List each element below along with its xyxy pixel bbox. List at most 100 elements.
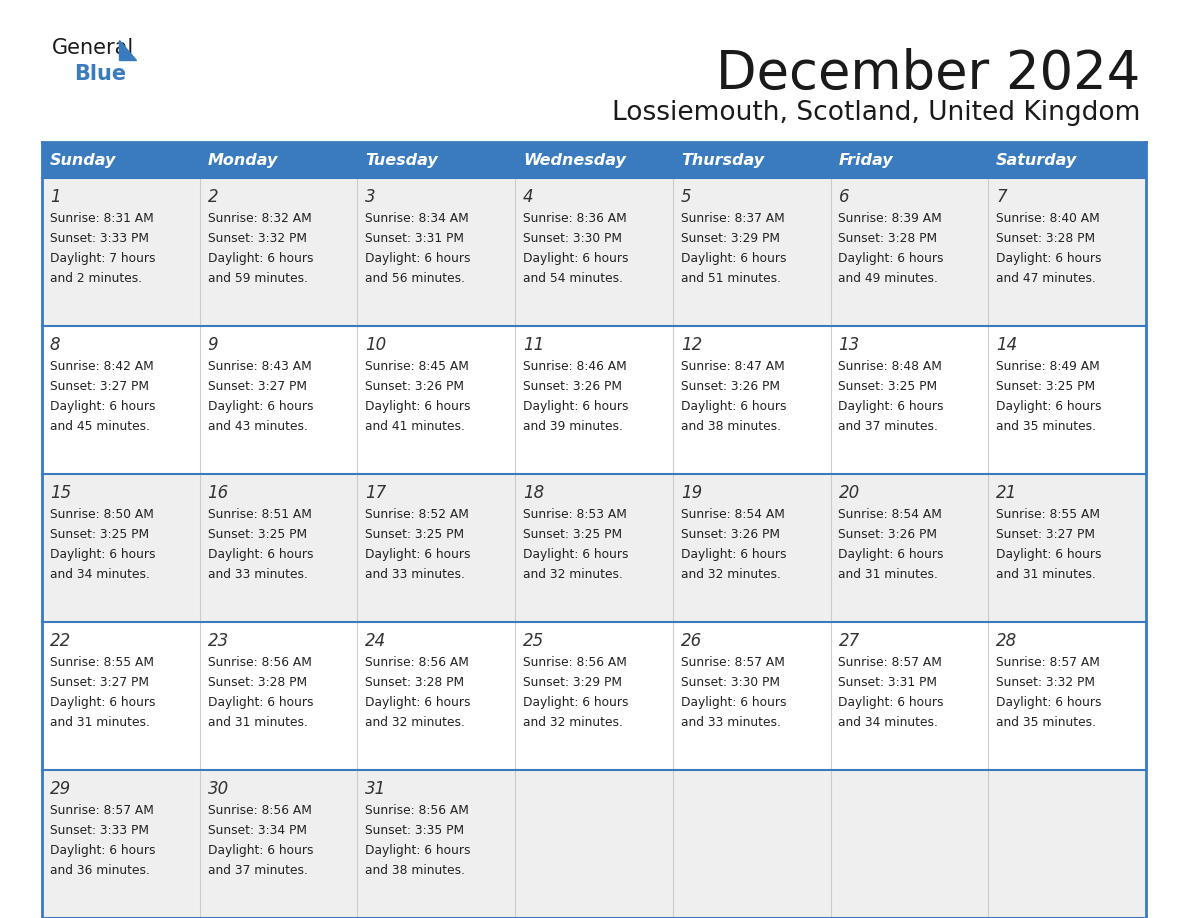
Bar [988, 770, 1146, 918]
Text: and 45 minutes.: and 45 minutes. [50, 420, 150, 433]
Text: Daylight: 6 hours: Daylight: 6 hours [366, 696, 470, 709]
Text: General: General [52, 38, 134, 58]
Text: 4: 4 [523, 188, 533, 206]
Text: Sunset: 3:26 PM: Sunset: 3:26 PM [681, 528, 779, 541]
Bar [988, 326, 1146, 474]
Bar [200, 142, 358, 178]
Text: Sunrise: 8:56 AM: Sunrise: 8:56 AM [523, 656, 627, 669]
Bar [200, 326, 358, 474]
Text: Daylight: 6 hours: Daylight: 6 hours [523, 400, 628, 413]
Bar [830, 142, 988, 178]
Bar [42, 142, 200, 178]
Text: 15: 15 [50, 484, 71, 502]
Text: Daylight: 6 hours: Daylight: 6 hours [50, 400, 156, 413]
Text: Daylight: 6 hours: Daylight: 6 hours [523, 548, 628, 561]
Bar [358, 142, 516, 178]
Text: 17: 17 [366, 484, 386, 502]
Text: and 33 minutes.: and 33 minutes. [366, 568, 466, 581]
Text: Daylight: 6 hours: Daylight: 6 hours [50, 696, 156, 709]
Text: 29: 29 [50, 780, 71, 798]
Text: Wednesday: Wednesday [523, 152, 626, 167]
Bar [200, 770, 358, 918]
Text: Monday: Monday [208, 152, 278, 167]
Text: December 2024: December 2024 [715, 48, 1140, 100]
Text: Thursday: Thursday [681, 152, 764, 167]
Bar [672, 326, 830, 474]
Bar [830, 622, 988, 770]
Bar [358, 326, 516, 474]
Text: Daylight: 6 hours: Daylight: 6 hours [208, 400, 314, 413]
Text: Sunset: 3:29 PM: Sunset: 3:29 PM [523, 676, 623, 689]
Text: Daylight: 6 hours: Daylight: 6 hours [997, 696, 1101, 709]
Text: and 32 minutes.: and 32 minutes. [681, 568, 781, 581]
Text: Daylight: 6 hours: Daylight: 6 hours [523, 252, 628, 265]
Text: 13: 13 [839, 336, 860, 354]
Text: 22: 22 [50, 632, 71, 650]
Text: 1: 1 [50, 188, 61, 206]
Text: Sunset: 3:32 PM: Sunset: 3:32 PM [997, 676, 1095, 689]
Bar [42, 326, 200, 474]
Text: Sunset: 3:26 PM: Sunset: 3:26 PM [366, 380, 465, 393]
Text: Daylight: 6 hours: Daylight: 6 hours [208, 252, 314, 265]
Text: 26: 26 [681, 632, 702, 650]
Text: and 49 minutes.: and 49 minutes. [839, 272, 939, 285]
Text: Sunrise: 8:32 AM: Sunrise: 8:32 AM [208, 212, 311, 225]
Bar [200, 622, 358, 770]
Text: Daylight: 6 hours: Daylight: 6 hours [681, 548, 786, 561]
Text: and 41 minutes.: and 41 minutes. [366, 420, 466, 433]
Text: and 36 minutes.: and 36 minutes. [50, 864, 150, 877]
Bar [830, 326, 988, 474]
Bar [516, 622, 672, 770]
Text: Sunrise: 8:56 AM: Sunrise: 8:56 AM [208, 804, 311, 817]
Text: Sunrise: 8:42 AM: Sunrise: 8:42 AM [50, 360, 153, 373]
Text: Sunrise: 8:56 AM: Sunrise: 8:56 AM [366, 656, 469, 669]
Text: Sunrise: 8:50 AM: Sunrise: 8:50 AM [50, 508, 153, 521]
Text: 9: 9 [208, 336, 219, 354]
Text: Daylight: 6 hours: Daylight: 6 hours [366, 548, 470, 561]
Text: Sunrise: 8:52 AM: Sunrise: 8:52 AM [366, 508, 469, 521]
Text: Sunset: 3:27 PM: Sunset: 3:27 PM [997, 528, 1095, 541]
Text: Sunset: 3:33 PM: Sunset: 3:33 PM [50, 232, 148, 245]
Text: 2: 2 [208, 188, 219, 206]
Text: 7: 7 [997, 188, 1006, 206]
Text: Sunrise: 8:51 AM: Sunrise: 8:51 AM [208, 508, 311, 521]
Text: 18: 18 [523, 484, 544, 502]
Bar [516, 326, 672, 474]
Text: Sunrise: 8:56 AM: Sunrise: 8:56 AM [208, 656, 311, 669]
Bar [988, 142, 1146, 178]
Text: Daylight: 6 hours: Daylight: 6 hours [208, 696, 314, 709]
Text: Sunset: 3:28 PM: Sunset: 3:28 PM [366, 676, 465, 689]
Bar [516, 178, 672, 326]
Text: Blue: Blue [74, 64, 126, 84]
Text: and 34 minutes.: and 34 minutes. [839, 716, 939, 729]
Text: 31: 31 [366, 780, 386, 798]
Text: Daylight: 6 hours: Daylight: 6 hours [681, 252, 786, 265]
Text: Daylight: 6 hours: Daylight: 6 hours [839, 400, 944, 413]
Bar [358, 770, 516, 918]
Text: Sunrise: 8:54 AM: Sunrise: 8:54 AM [681, 508, 784, 521]
Text: and 38 minutes.: and 38 minutes. [366, 864, 466, 877]
Text: Sunset: 3:30 PM: Sunset: 3:30 PM [681, 676, 779, 689]
Text: Saturday: Saturday [997, 152, 1078, 167]
Text: Daylight: 7 hours: Daylight: 7 hours [50, 252, 156, 265]
Text: Sunday: Sunday [50, 152, 116, 167]
Bar [830, 474, 988, 622]
Text: and 47 minutes.: and 47 minutes. [997, 272, 1097, 285]
Bar [516, 474, 672, 622]
Text: Daylight: 6 hours: Daylight: 6 hours [208, 844, 314, 857]
Text: and 33 minutes.: and 33 minutes. [208, 568, 308, 581]
Text: Sunrise: 8:57 AM: Sunrise: 8:57 AM [997, 656, 1100, 669]
Bar [988, 178, 1146, 326]
Text: and 43 minutes.: and 43 minutes. [208, 420, 308, 433]
Text: 14: 14 [997, 336, 1017, 354]
Text: Sunrise: 8:37 AM: Sunrise: 8:37 AM [681, 212, 784, 225]
Text: and 56 minutes.: and 56 minutes. [366, 272, 466, 285]
Bar [672, 770, 830, 918]
Text: Sunrise: 8:34 AM: Sunrise: 8:34 AM [366, 212, 469, 225]
Text: Daylight: 6 hours: Daylight: 6 hours [997, 548, 1101, 561]
Bar [672, 142, 830, 178]
Text: 25: 25 [523, 632, 544, 650]
Text: Sunset: 3:34 PM: Sunset: 3:34 PM [208, 824, 307, 837]
Text: Daylight: 6 hours: Daylight: 6 hours [523, 696, 628, 709]
Text: Sunset: 3:25 PM: Sunset: 3:25 PM [366, 528, 465, 541]
